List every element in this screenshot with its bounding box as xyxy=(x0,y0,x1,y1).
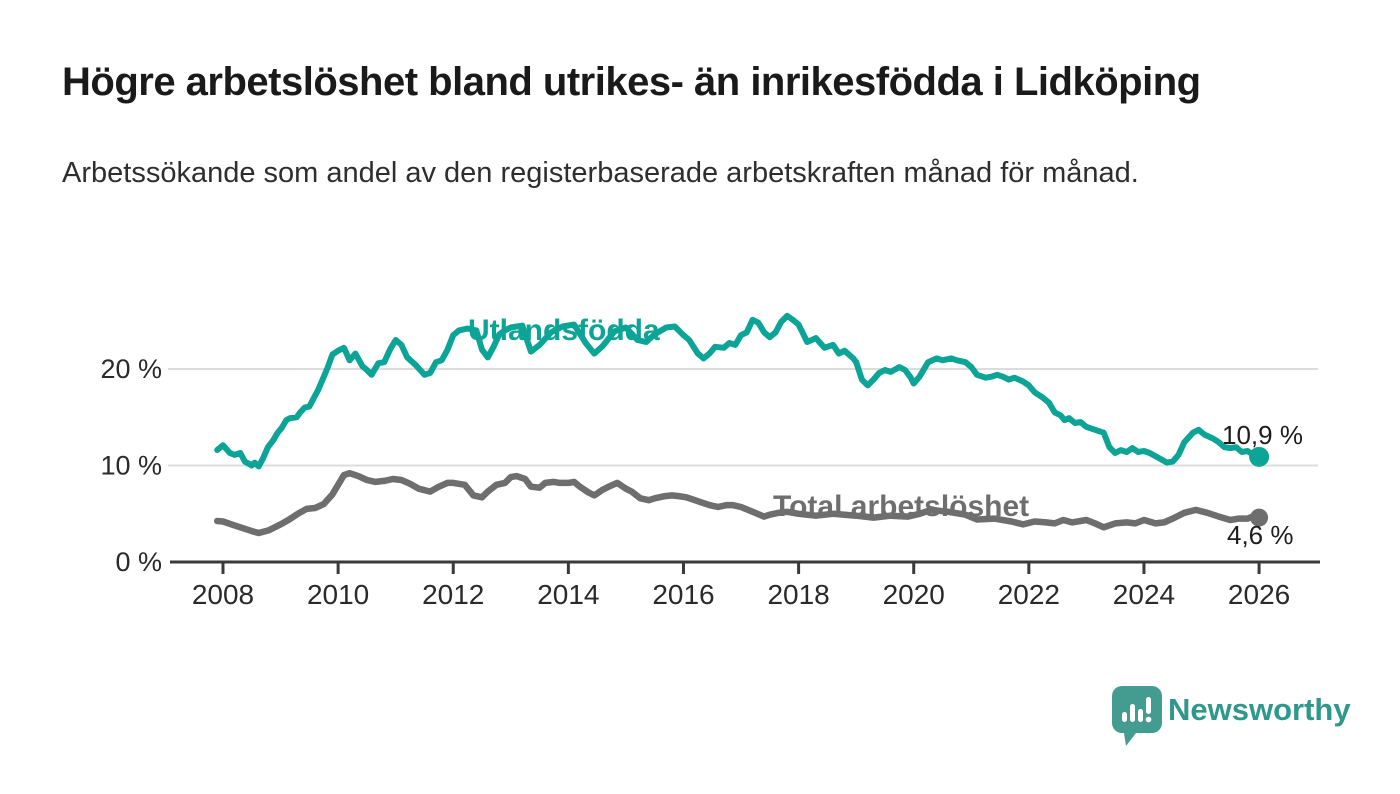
total-end-dot xyxy=(1250,508,1269,527)
series-label-utlandsfodda: Utlandsfödda xyxy=(468,314,660,347)
end-value-label-total: 4,6 % xyxy=(1227,520,1294,550)
x-tick-label: 2022 xyxy=(998,579,1060,610)
x-tick-label: 2014 xyxy=(537,579,599,610)
x-tick-label: 2020 xyxy=(883,579,945,610)
x-tick-label: 2024 xyxy=(1113,579,1175,610)
newsworthy-brand: Newsworthy xyxy=(1112,686,1351,748)
series-label-total: Total arbetslöshet xyxy=(773,490,1030,523)
page-title: Högre arbetslöshet bland utrikes- än inr… xyxy=(62,60,1201,104)
x-tick-label: 2010 xyxy=(307,579,369,610)
y-tick-label: 0 % xyxy=(115,547,162,577)
chart-subtitle: Arbetssökande som andel av den registerb… xyxy=(62,157,1139,189)
end-value-label-utlandsfodda: 10,9 % xyxy=(1222,420,1303,450)
total-line xyxy=(213,469,1263,537)
y-tick-label: 10 % xyxy=(100,451,162,481)
utlandsfodda-end-dot xyxy=(1249,446,1270,467)
x-tick-label: 2012 xyxy=(422,579,484,610)
utlandsfodda-line xyxy=(214,312,1263,470)
newsworthy-logo-icon xyxy=(1112,686,1162,746)
x-tick-label: 2016 xyxy=(652,579,714,610)
y-tick-label: 20 % xyxy=(100,354,162,384)
newsworthy-brand-text: Newsworthy xyxy=(1168,692,1351,727)
x-tick-label: 2018 xyxy=(767,579,829,610)
x-tick-label: 2026 xyxy=(1228,579,1290,610)
x-tick-label: 2008 xyxy=(192,579,254,610)
